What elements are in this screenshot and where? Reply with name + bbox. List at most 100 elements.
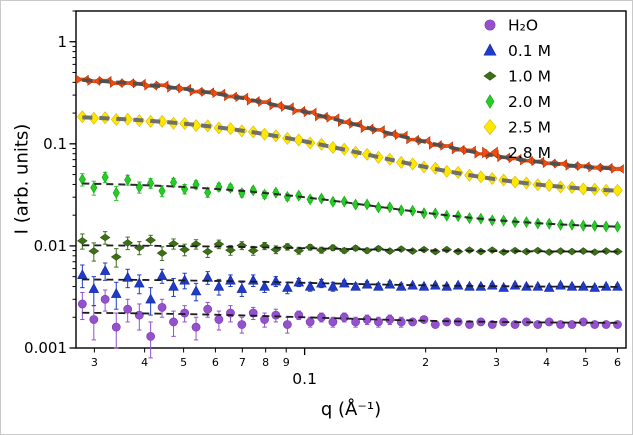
data-marker [249,184,257,197]
data-marker [483,43,497,56]
data-marker [361,147,373,161]
x-tick-label: 5 [180,356,187,369]
data-marker [591,219,599,232]
x-tick-label-major: 0.1 [292,370,317,388]
data-marker [282,281,293,292]
data-marker [111,322,121,332]
data-marker [90,181,98,194]
data-marker [612,247,623,256]
data-marker [261,188,269,201]
legend-label: 0.1 M [508,42,551,60]
data-marker [386,201,394,214]
data-marker [407,247,418,255]
x-axis-ticks: 3 4 5 6 7 8 90.1 2 3 4 5 6 [91,348,621,388]
data-marker [282,320,292,329]
data-marker [384,278,396,289]
legend: H₂O 0.1 M 1.0 M 2.0 M 2.5 M 2.8 M [482,16,551,162]
data-marker [409,204,417,217]
data-marker [124,173,132,186]
fit-line-0p1m [82,278,618,288]
data-marker [613,320,622,329]
data-marker [352,198,360,211]
data-marker [157,302,167,312]
data-marker [283,190,291,203]
data-marker [99,233,111,242]
data-marker [168,280,179,291]
data-marker [112,186,120,199]
data-marker [441,245,453,254]
data-marker [238,187,246,200]
data-marker [328,317,338,327]
fit-line-h2o [82,311,618,324]
data-marker [430,247,441,256]
data-marker [190,285,202,296]
data-marker [100,294,110,304]
data-marker [613,220,622,233]
data-marker [483,71,497,81]
data-marker [169,317,178,327]
legend-item-2p0m: 2.0 M [485,93,551,111]
data-marker [567,320,577,329]
data-marker [373,244,384,253]
data-marker [304,243,316,252]
data-marker [555,279,566,290]
data-marker [327,243,339,252]
data-marker [134,277,145,288]
data-marker [339,312,349,322]
data-marker [484,19,496,31]
data-marker [226,181,235,194]
data-marker [600,280,612,291]
data-marker [568,218,576,231]
data-marker [88,247,100,255]
data-marker [181,183,189,195]
series-2p0m [78,171,622,233]
data-marker [203,304,213,314]
data-marker [192,178,200,191]
x-tick-label: 3 [91,356,98,369]
y-axis-title: I (arb. units) [11,123,33,235]
data-marker [77,237,88,245]
data-marker [158,184,166,197]
data-marker [78,173,86,186]
x-tick-label: 3 [493,356,500,369]
data-marker [215,180,223,193]
series-1p0m [77,231,623,268]
data-marker [146,331,156,341]
data-marker [247,246,259,255]
x-tick-label: 2 [422,356,429,369]
data-marker [101,171,109,184]
fit-line-2p0m [82,182,618,228]
data-marker [361,246,373,255]
data-marker [135,181,143,194]
data-marker [156,114,168,128]
data-marker [338,277,350,288]
data-marker [77,299,87,309]
data-marker [99,264,111,275]
data-marker [259,280,270,291]
data-marker [395,155,407,169]
data-marker [145,236,156,244]
data-marker [578,182,589,196]
data-marker [374,201,382,214]
data-marker [579,219,587,232]
data-marker [543,178,555,192]
x-axis-title: q (Å⁻¹) [320,399,382,420]
data-marker [134,310,144,320]
x-tick-label: 7 [239,356,246,369]
y-tick-label: 1 [57,33,67,51]
data-marker [147,177,155,190]
data-marker [304,280,316,291]
x-tick-label: 9 [283,356,290,369]
data-marker [123,304,133,314]
x-tick-label: 4 [543,356,550,369]
x-tick-label: 8 [262,356,269,369]
legend-label: 2.8 M [508,144,551,162]
data-marker [556,320,565,329]
data-marker [282,243,293,251]
data-marker [270,275,282,286]
legend-item-0p1m: 0.1 M [483,42,551,60]
data-marker [110,253,122,261]
data-marker [317,192,325,205]
legend-item-2p8m: 2.8 M [482,144,551,162]
data-marker [213,280,225,291]
